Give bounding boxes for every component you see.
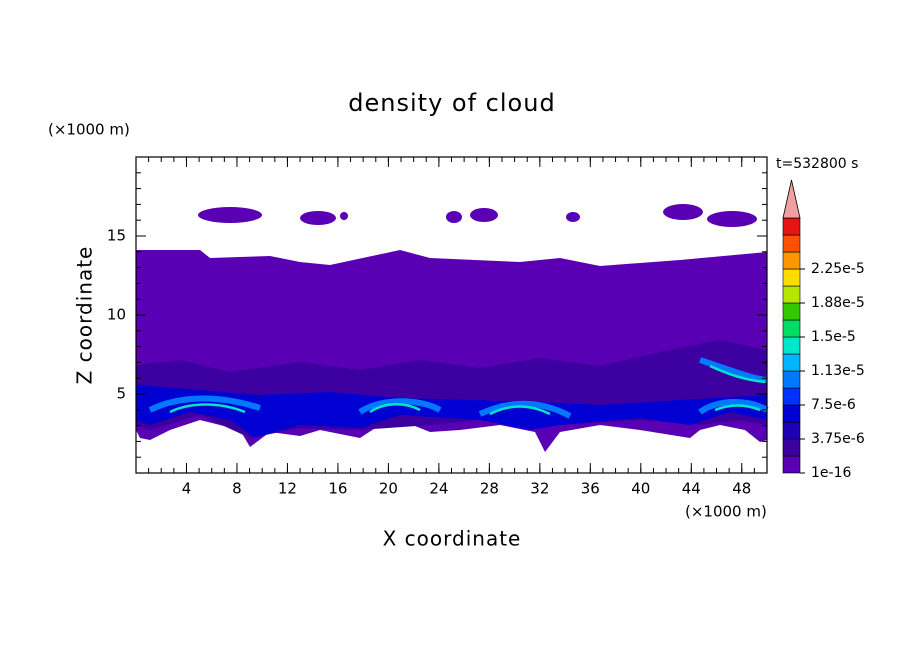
cloud-layer <box>136 385 767 438</box>
colorbar-tick-label: 7.5e-6 <box>811 397 856 413</box>
colorbar-bin <box>782 438 801 457</box>
x-tick-label: 48 <box>732 480 751 498</box>
cloud-patch <box>470 208 498 222</box>
y-axis-label: Z coordinate <box>73 246 97 385</box>
cloud-patch <box>707 211 757 227</box>
y-tick-label: 15 <box>107 227 126 245</box>
colorbar-bin <box>782 455 801 474</box>
y-tick-label: 10 <box>107 306 126 324</box>
colorbar-bin <box>782 285 801 304</box>
colorbar-bin <box>782 404 801 423</box>
colorbar-bin <box>782 302 801 321</box>
x-tick-label: 4 <box>182 480 192 498</box>
colorbar-tick-label: 1.88e-5 <box>811 295 865 311</box>
x-unit: (×1000 m) <box>685 503 767 521</box>
y-unit: (×1000 m) <box>48 121 130 139</box>
colorbar-bin <box>782 370 801 389</box>
time-label: t=532800 s <box>776 156 858 172</box>
colorbar-bin <box>782 387 801 406</box>
colorbar-bin <box>782 217 801 236</box>
x-axis-label: X coordinate <box>383 527 522 551</box>
colorbar-tick-label: 1.5e-5 <box>811 329 856 345</box>
x-tick-label: 40 <box>631 480 650 498</box>
chart-title: density of cloud <box>348 89 555 117</box>
colorbar-bin <box>782 336 801 355</box>
colorbar-bin <box>782 251 801 270</box>
cloud-streak <box>169 364 766 416</box>
x-tick-label: 32 <box>530 480 549 498</box>
colorbar-tick-label: 1.13e-5 <box>811 363 865 379</box>
colorbar-tick-label: 2.25e-5 <box>811 261 865 277</box>
colorbar-bin <box>782 319 801 338</box>
cloud-patch <box>566 212 580 222</box>
x-tick-label: 20 <box>379 480 398 498</box>
y-tick-label: 5 <box>116 385 126 403</box>
cloud-patch <box>300 211 336 225</box>
x-tick-label: 24 <box>429 480 448 498</box>
x-tick-label: 8 <box>232 480 242 498</box>
cloud-patch <box>663 204 703 220</box>
colorbar-bin <box>782 421 801 440</box>
colorbar-tick-label: 3.75e-6 <box>811 431 865 447</box>
colorbar-bin <box>782 234 801 253</box>
cloud-patch <box>446 211 462 223</box>
x-tick-label: 44 <box>682 480 701 498</box>
colorbar-tick-label: 1e-16 <box>811 465 851 481</box>
colorbar-bin <box>782 268 801 287</box>
colorbar-bin <box>782 353 801 372</box>
cloud-patch <box>340 212 348 220</box>
x-tick-label: 16 <box>328 480 347 498</box>
contour-field <box>136 204 769 452</box>
x-tick-label: 28 <box>480 480 499 498</box>
cloud-patch <box>198 207 262 223</box>
x-tick-label: 12 <box>278 480 297 498</box>
cloud-streak <box>148 357 769 419</box>
x-tick-label: 36 <box>581 480 600 498</box>
colorbar-extend <box>782 179 801 219</box>
